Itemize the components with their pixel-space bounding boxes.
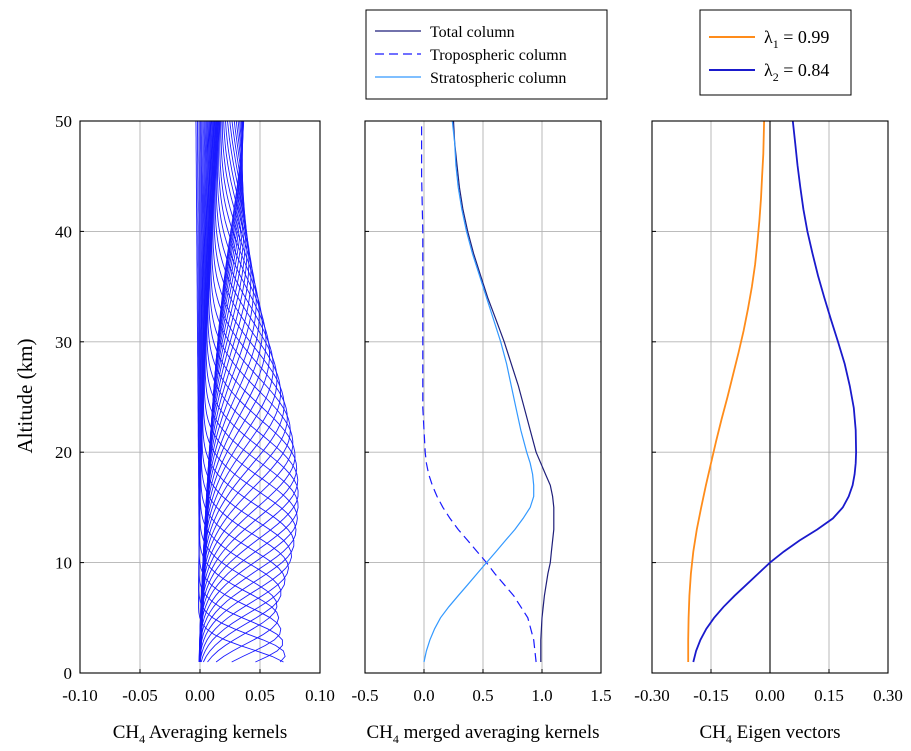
legend-label-tropospheric: Tropospheric column [430,47,567,64]
x-tick-label: 0.10 [305,686,335,705]
legend-label-stratospheric: Stratospheric column [430,70,566,87]
x-tick-label: 0.00 [755,686,785,705]
series-line [687,121,765,662]
series-line [692,121,858,663]
kernel-curve [198,121,298,663]
panel-merged-averaging-kernels: -0.5 0.0 0.5 1.0 1.5 [352,120,612,705]
plot-frame [651,120,889,674]
plot-area [687,121,858,663]
panel-eigen-vectors: -0.30 -0.15 0.00 0.15 0.30 [634,120,903,705]
kernel-curve [198,121,299,663]
y-tick-label: 30 [55,333,72,352]
x-tick-label: 1.0 [531,686,552,705]
y-tick-label: 40 [55,222,72,241]
legend-label-lambda1: λ1 = 0.99 [764,27,829,51]
kernel-curve [198,121,283,663]
x-tick-label: -0.10 [62,686,97,705]
y-tick-label: 10 [55,554,72,573]
plot-area [195,121,299,663]
x-tick-label: -0.5 [352,686,379,705]
x-axis-label-merged-kernels: CH4 merged averaging kernels [366,722,599,746]
kernel-curve [198,121,296,663]
plot-frame [364,120,602,674]
legend-label-total: Total column [430,24,515,41]
kernel-curve [199,121,282,663]
series-line [423,121,535,663]
legend-merged: Total column Tropospheric column Stratos… [365,9,608,100]
x-axis-label-averaging-kernels: CH4 Averaging kernels [113,722,288,746]
x-tick-label: -0.05 [122,686,157,705]
x-tick-label: 0.05 [245,686,275,705]
panel-averaging-kernels: -0.10 -0.05 0.00 0.05 0.10 0 10 20 30 40 50 [55,112,335,705]
plot-area [421,121,555,663]
kernel-curve [199,121,278,663]
legend-eigen-frame [699,9,852,96]
kernel-curve [198,121,297,663]
x-tick-label: -0.15 [693,686,728,705]
series-line [421,121,537,663]
x-tick-label: 1.5 [590,686,611,705]
series-line [452,121,555,662]
x-tick-label: 0.30 [873,686,903,705]
kernel-curve [199,121,245,663]
kernel-curve [198,121,299,662]
x-tick-label: 0.5 [472,686,493,705]
x-tick-label: -0.30 [634,686,669,705]
x-tick-label: 0.0 [413,686,434,705]
y-tick-label: 0 [64,664,73,683]
y-tick-label: 20 [55,443,72,462]
plot-frame [79,120,321,674]
x-tick-label: 0.00 [185,686,215,705]
y-tick-label: 50 [55,112,72,131]
x-axis-label-eigen-vectors: CH4 Eigen vectors [699,722,840,746]
legend-label-lambda2: λ2 = 0.84 [764,60,829,84]
y-axis-label: Altitude (km) [13,339,37,454]
legend-eigen: λ1 = 0.99 λ2 = 0.84 [699,9,852,96]
kernel-curve [198,121,299,663]
x-tick-label: 0.15 [814,686,844,705]
